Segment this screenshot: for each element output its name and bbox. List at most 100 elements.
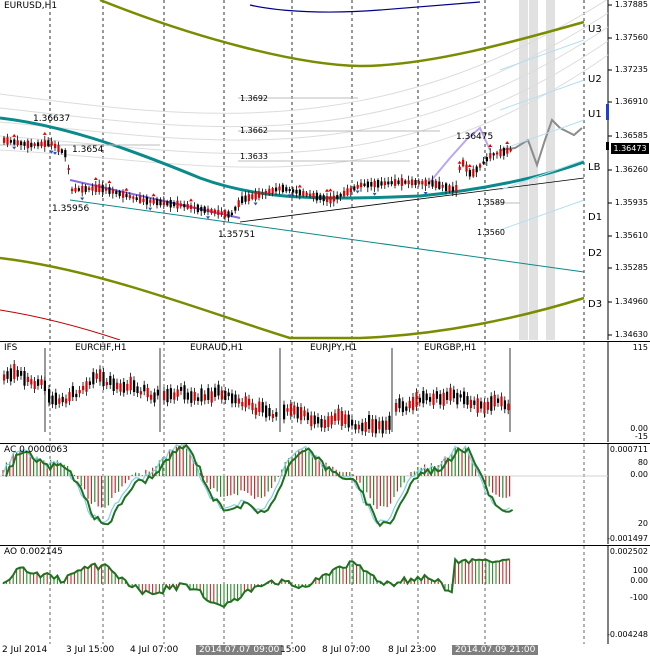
candle [298, 189, 301, 196]
candle [496, 152, 499, 155]
time-axis-label: 4 Jul 07:00 [130, 645, 179, 655]
fractal-up-marker [12, 133, 17, 137]
candle [289, 403, 292, 416]
ac-pane[interactable]: AC 0.0000063 0.000711 80 0.00 20 -0.001497 [0, 444, 650, 544]
candle [190, 205, 193, 209]
candle [23, 371, 26, 386]
fractal-down-marker [423, 191, 428, 195]
candle [50, 141, 53, 146]
pane-separator[interactable] [0, 443, 650, 444]
envelope-line [0, 54, 609, 168]
candle [332, 195, 335, 202]
ac-axis-label: 80 [637, 458, 648, 467]
candle [65, 398, 68, 404]
candle [135, 197, 138, 200]
fractal-up-marker [467, 163, 472, 167]
candle [292, 189, 295, 193]
candle [224, 390, 227, 401]
candle [111, 189, 114, 194]
pane-separator[interactable] [0, 545, 650, 546]
candle [60, 149, 63, 153]
lb-baseline [0, 116, 585, 200]
candle [489, 153, 492, 159]
candle [152, 199, 155, 204]
candle [37, 142, 40, 147]
ac-axis-label: 0.000711 [609, 445, 648, 454]
candle [377, 179, 380, 188]
lower-band-d3 [0, 256, 585, 340]
candle [459, 394, 462, 398]
candle [468, 169, 471, 177]
candle [176, 389, 179, 397]
time-axis-label: 8 Jul 23:00 [388, 645, 437, 655]
ao-pane[interactable]: AO 0.002145 0.002502 100 0.00 -100 -0.004248 [0, 546, 650, 644]
forecast-band [546, 0, 555, 340]
candle [108, 187, 111, 194]
envelope-line [0, 0, 608, 114]
candle [363, 183, 366, 186]
candle [207, 388, 210, 400]
candle [326, 196, 329, 203]
candle [186, 392, 189, 400]
price-annotation: 1.35751 [218, 230, 256, 240]
price-annotation: 1.3662 [240, 126, 268, 135]
price-annotation: 1.3692 [240, 94, 268, 103]
candle [480, 401, 483, 409]
candle [302, 191, 305, 196]
candle [258, 401, 261, 412]
candle [237, 398, 240, 404]
candle [330, 415, 333, 425]
candle [68, 392, 71, 402]
ifs-indicator[interactable] [0, 342, 650, 442]
candle [405, 406, 408, 411]
candle [462, 159, 465, 167]
candle [475, 166, 478, 173]
candle [499, 149, 502, 157]
fractal-up-marker [297, 184, 302, 188]
candle [183, 203, 186, 208]
candle [247, 194, 250, 202]
candle [33, 380, 36, 390]
candle [364, 421, 367, 432]
candle [109, 375, 112, 385]
candle [357, 424, 360, 430]
candle [183, 385, 186, 400]
candle [264, 191, 267, 195]
candle [128, 195, 131, 199]
main-chart-pane[interactable]: EURUSD,H1 1.37885 1.37560 1.37235 1.36910 1.… [0, 0, 650, 340]
candle [40, 141, 43, 147]
candle [190, 391, 193, 403]
candle [346, 188, 349, 196]
candle [271, 188, 274, 194]
candle [16, 370, 19, 377]
ao-line [2, 556, 510, 609]
candle [156, 389, 159, 396]
candle [126, 383, 129, 391]
ao-axis-label: 100 [632, 566, 648, 575]
level-label-u1: U1 [588, 109, 602, 120]
ifs-pane[interactable]: IFS EURCHF,H1 EURAUD,H1 EURJPY,H1 EURGBP,H1… [0, 342, 650, 442]
fractal-down-marker [53, 151, 57, 155]
ao-axis-label: -0.004248 [606, 630, 648, 639]
candle [156, 198, 159, 206]
candle [254, 407, 257, 415]
candle [54, 143, 57, 149]
ac-indicator[interactable] [0, 444, 650, 544]
ao-indicator[interactable] [0, 546, 650, 644]
candle [84, 186, 87, 192]
candle [385, 420, 388, 430]
candle [306, 412, 309, 421]
candle [150, 394, 153, 400]
candle [466, 396, 469, 405]
candle [112, 378, 115, 391]
fractal-down-marker [148, 207, 153, 211]
candle [397, 180, 400, 184]
ac-title: AC 0.0000063 [4, 445, 68, 455]
candle [509, 148, 512, 152]
price-annotation: 1.3589 [477, 198, 505, 207]
time-axis-label: 8 Jul 07:00 [322, 645, 371, 655]
main-chart[interactable] [0, 0, 650, 340]
candle [415, 392, 418, 407]
fan-line [499, 199, 585, 231]
pane-separator[interactable] [0, 341, 650, 342]
